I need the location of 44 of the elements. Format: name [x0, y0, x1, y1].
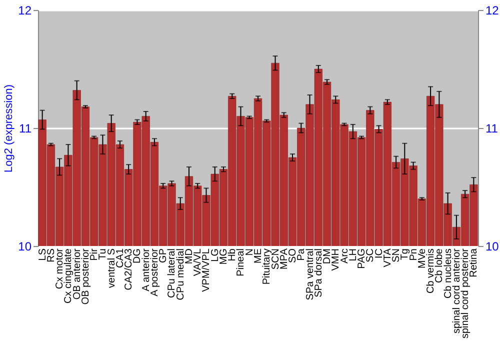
x-tick-label: Pn — [408, 248, 420, 261]
x-tick-label: Tu — [98, 248, 109, 260]
x-tick-label: Arc — [339, 248, 350, 264]
x-tick-label: IC — [374, 248, 385, 258]
x-tick-label: CA1 — [114, 248, 126, 268]
x-tick-label: spinal cord anterior — [451, 248, 462, 334]
x-tick-label: SC — [365, 248, 376, 262]
x-tick-label: Cb nucleus — [442, 248, 454, 299]
x-tick-label: N — [244, 248, 256, 256]
x-tick-label: Tg — [400, 248, 411, 260]
x-tick-label: ME — [253, 248, 264, 264]
x-tick-label: SPa dorsal — [313, 248, 324, 298]
x-tick-label: Cx cingulate — [63, 248, 74, 304]
x-tick-label: RS — [46, 248, 57, 262]
x-tick-label: Pineal — [236, 248, 247, 276]
x-tick-label: MG — [218, 248, 230, 265]
y-tick-label: 11 — [19, 122, 32, 136]
x-tick-label: VTA — [382, 248, 394, 268]
x-tick-label: VMH — [330, 248, 342, 271]
x-tick-label: SCN — [270, 248, 282, 270]
x-tick-label: Retina — [468, 248, 480, 278]
x-tick-label: OB posterior — [80, 248, 92, 305]
y-tick-label: 12 — [18, 4, 32, 18]
x-tick-label: Pa — [296, 248, 308, 261]
y2-tick-label: 10 — [486, 240, 500, 254]
y2-tick-label: 11 — [486, 122, 498, 136]
x-tick-label: A posterior — [149, 248, 160, 296]
x-tick-label: CPu medial — [175, 248, 186, 300]
x-tick-label: LG — [210, 248, 221, 262]
x-tick-label: OB anterior — [72, 248, 83, 300]
y-tick-label: 10 — [18, 240, 32, 254]
x-tick-label: MVe — [416, 248, 428, 269]
x-tick-label: DG — [132, 248, 144, 264]
x-tick-label: Pituitary — [262, 248, 273, 285]
x-tick-label: MPA — [278, 248, 290, 270]
y2-tick-label: 12 — [486, 4, 500, 18]
x-tick-label: LH — [348, 248, 359, 262]
x-tick-label: A anterior — [140, 248, 152, 292]
x-tick-label: LS — [37, 248, 48, 261]
x-tick-label: Cb lobe — [434, 248, 446, 283]
y-axis-title: Log2 (expression) — [3, 84, 16, 173]
x-tick-label: ventral S — [106, 248, 118, 288]
x-tick-label: spinal cord posterior — [460, 248, 472, 339]
x-tick-label: VPM/VPL — [201, 248, 212, 292]
